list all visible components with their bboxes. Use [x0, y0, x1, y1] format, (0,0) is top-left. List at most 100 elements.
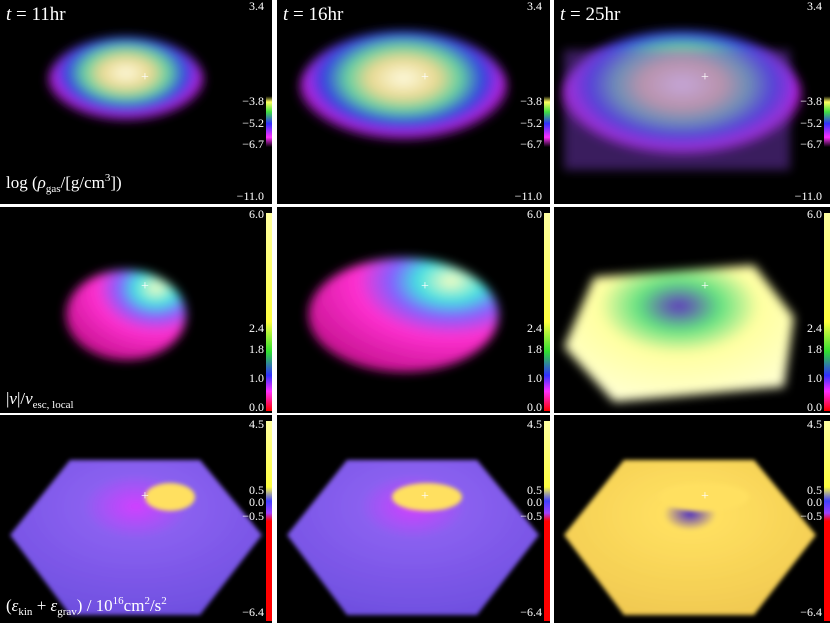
colorbar-tick-label: −11.0	[795, 189, 822, 203]
colorbar	[266, 421, 272, 621]
colorbar-tick-label: 1.8	[807, 342, 822, 356]
panel: +6.0 2.4 1.8 1.0 0.0	[554, 207, 830, 414]
row-label-part: v	[9, 389, 17, 408]
row-label-part: grav	[57, 606, 77, 618]
rendering	[564, 265, 794, 402]
marker: +	[701, 489, 709, 504]
colorbar-tick-label: 6.0	[527, 207, 542, 221]
row-label-part: ε	[12, 596, 19, 615]
colorbar-tick-label: 0.0	[249, 495, 264, 509]
colorbar-tick-label: −6.4	[242, 605, 264, 619]
row-label-part: v	[25, 389, 33, 408]
column-title: t = 25hr	[560, 4, 621, 25]
colorbar-tick-label: 3.4	[527, 0, 542, 13]
colorbar-tick-label: 0.0	[527, 495, 542, 509]
marker: +	[421, 70, 429, 85]
row-label: |v|/vesc, local	[6, 389, 74, 411]
colorbar-tick-label: −5.2	[520, 116, 542, 130]
colorbar-tick-label: 2.4	[807, 321, 822, 335]
marker: +	[421, 489, 429, 504]
title-variable: t	[560, 4, 566, 25]
row-label-part: +	[32, 596, 50, 615]
panel: +4.5 0.50.0−0.5 −6.4	[0, 415, 272, 623]
row-label: (εkin + εgrav) / 1016cm2/s2	[6, 595, 167, 618]
row-label-part: kin	[18, 606, 33, 618]
colorbar-tick-label: −3.8	[242, 94, 264, 108]
colorbar-tick-label: 3.4	[249, 0, 264, 13]
row-label-part: /[g/cm	[61, 173, 105, 192]
rendering	[308, 258, 499, 372]
marker: +	[141, 279, 149, 294]
marker: +	[141, 489, 149, 504]
colorbar	[544, 421, 550, 621]
panel: +6.0 2.4 1.8 1.0 0.0	[277, 207, 550, 414]
colorbar-tick-label: −6.7	[800, 137, 822, 151]
rendering	[564, 460, 816, 615]
colorbar-tick-label: 1.8	[249, 342, 264, 356]
rendering	[145, 483, 195, 511]
colorbar	[824, 6, 830, 202]
panel: +4.5 0.50.0−0.5 −6.4	[277, 415, 550, 623]
colorbar-tick-label: 0.0	[527, 400, 542, 414]
row-label-part: cm	[124, 596, 145, 615]
rendering	[659, 483, 749, 511]
colorbar-tick-label: 4.5	[807, 417, 822, 431]
colorbar-tick-label: −0.5	[520, 509, 542, 523]
row-label-part: ε	[51, 596, 58, 615]
colorbar-tick-label: 2.4	[249, 321, 264, 335]
title-variable: t	[6, 4, 12, 25]
row-label-part: gas	[46, 183, 61, 195]
colorbar-tick-label: 1.8	[527, 342, 542, 356]
row-label-part: /s	[150, 596, 161, 615]
column-title: t = 16hr	[283, 4, 344, 25]
row-label-part: 3	[105, 172, 111, 184]
colorbar-tick-label: 0.5	[807, 483, 822, 497]
row-label-part: ])	[110, 173, 121, 192]
rendering	[392, 483, 462, 511]
rendering	[564, 50, 790, 170]
colorbar-tick-label: 0.5	[527, 483, 542, 497]
rendering	[287, 460, 539, 615]
row-label-part: |/	[17, 389, 25, 408]
marker: +	[141, 70, 149, 85]
colorbar-tick-label: −5.2	[800, 116, 822, 130]
row-label: log (ρgas/[g/cm3])	[6, 172, 122, 195]
colorbar-tick-label: 0.0	[249, 400, 264, 414]
row-label-part: 2	[161, 595, 167, 607]
colorbar-tick-label: −11.0	[515, 189, 542, 203]
row-label-part: (	[28, 173, 38, 192]
panel: +3.4 −3.8 −5.2 −6.7 −11.0	[277, 0, 550, 204]
colorbar-tick-label: 0.0	[807, 400, 822, 414]
row-label-part: 16	[113, 595, 125, 607]
row-label-part: |	[6, 389, 9, 408]
colorbar-tick-label: 4.5	[527, 417, 542, 431]
marker: +	[421, 279, 429, 294]
colorbar-tick-label: 0.0	[807, 495, 822, 509]
colorbar-tick-label: 4.5	[249, 417, 264, 431]
colorbar-tick-label: −0.5	[800, 509, 822, 523]
colorbar-tick-label: 1.0	[527, 371, 542, 385]
rendering	[48, 36, 204, 128]
column-title: t = 11hr	[6, 4, 66, 25]
panel: +4.5 0.50.0−0.5 −6.4	[554, 415, 830, 623]
row-label-part: ) / 10	[77, 596, 113, 615]
colorbar-tick-label: −3.8	[520, 94, 542, 108]
title-variable: t	[283, 4, 289, 25]
title-text: = 16hr	[288, 4, 344, 25]
rendering	[10, 460, 262, 615]
colorbar	[824, 213, 830, 411]
panel: +3.4 −3.8 −5.2 −6.7 −11.0	[0, 0, 272, 204]
title-text: = 25hr	[565, 4, 621, 25]
colorbar-tick-label: 3.4	[807, 0, 822, 13]
row-label-part: 2	[144, 595, 150, 607]
rendering	[66, 270, 186, 360]
colorbar	[266, 213, 272, 411]
colorbar-tick-label: −6.7	[242, 137, 264, 151]
colorbar-tick-label: 1.0	[249, 371, 264, 385]
colorbar-tick-label: 6.0	[249, 207, 264, 221]
colorbar-tick-label: 1.0	[807, 371, 822, 385]
colorbar-tick-label: −5.2	[242, 116, 264, 130]
colorbar	[824, 421, 830, 621]
row-label-part: esc, local	[33, 399, 74, 411]
